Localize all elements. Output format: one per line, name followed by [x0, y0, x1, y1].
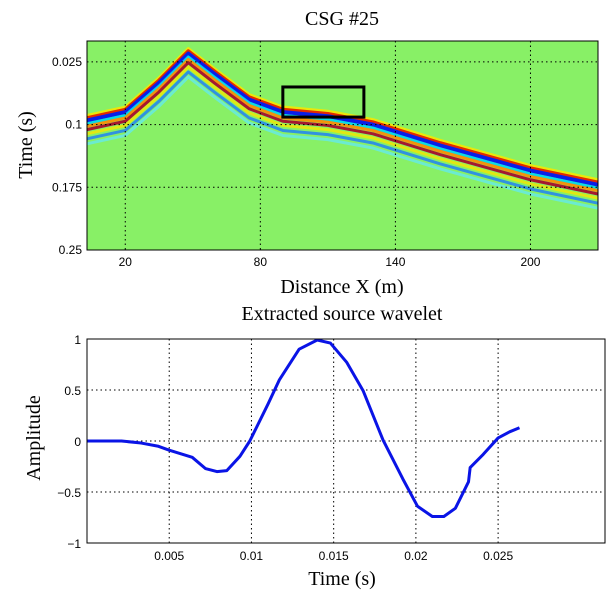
y-tick-label: −1	[67, 537, 81, 551]
x-tick-label: 0.025	[483, 549, 513, 563]
event-band	[86, 47, 599, 182]
plot-frame	[86, 338, 606, 544]
event-band	[86, 65, 599, 200]
y-tick-label: 0.025	[52, 55, 82, 69]
y-tick-label: 0	[74, 435, 81, 449]
event-band	[86, 75, 599, 210]
plot-frame	[86, 40, 599, 251]
event-band	[86, 61, 599, 196]
x-tick-label: 140	[385, 255, 405, 269]
bottom-chart-xlabel: Time (s)	[308, 568, 376, 590]
top-chart-title: CSG #25	[305, 8, 379, 30]
y-tick-label: 0.5	[64, 384, 81, 398]
top-chart-xlabel: Distance X (m)	[280, 276, 403, 298]
x-tick-label: 20	[119, 255, 133, 269]
y-tick-label: 0.25	[59, 243, 83, 257]
x-tick-label: 80	[254, 255, 268, 269]
y-tick-label: −0.5	[57, 486, 81, 500]
x-tick-label: 0.02	[404, 549, 428, 563]
y-tick-label: 0.1	[65, 118, 82, 132]
event-band	[86, 57, 599, 193]
wavelet-line	[87, 338, 521, 518]
y-tick-label: 0.175	[52, 180, 82, 194]
y-tick-label: 1	[74, 333, 81, 347]
top-chart-plot: 20 80 140 200 0.025 0.1 0.175 0.25	[52, 40, 599, 269]
bottom-chart-title: Extracted source wavelet	[241, 303, 442, 325]
x-tick-label: 0.015	[319, 549, 349, 563]
top-chart-ylabel: Time (s)	[15, 111, 37, 179]
event-band	[86, 70, 599, 205]
x-tick-label: 0.005	[154, 549, 184, 563]
event-band	[86, 55, 599, 190]
bottom-chart-plot: 0.005 0.01 0.015 0.02 0.025 −1 −0.5 0 0.5 1	[57, 333, 606, 563]
bottom-chart-ylabel: Amplitude	[23, 395, 45, 481]
event-band	[86, 51, 599, 187]
annotation-box	[281, 85, 366, 119]
x-tick-label: 200	[520, 255, 540, 269]
x-tick-label: 0.01	[240, 549, 264, 563]
